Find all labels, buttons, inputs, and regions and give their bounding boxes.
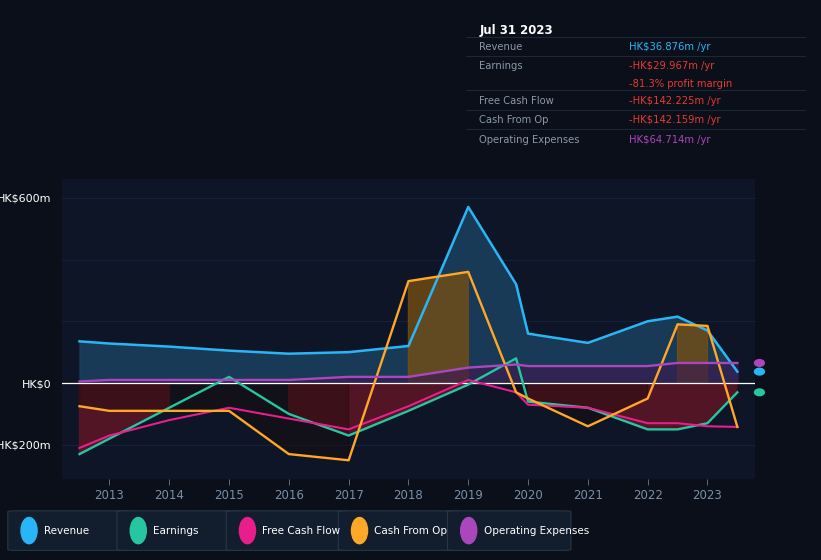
Ellipse shape	[461, 517, 477, 544]
Text: -HK$142.159m /yr: -HK$142.159m /yr	[629, 115, 721, 125]
Text: Earnings: Earnings	[154, 526, 199, 535]
Text: Cash From Op: Cash From Op	[374, 526, 447, 535]
Text: -HK$29.967m /yr: -HK$29.967m /yr	[629, 62, 714, 72]
Text: Earnings: Earnings	[479, 62, 523, 72]
Ellipse shape	[351, 517, 368, 544]
FancyBboxPatch shape	[117, 511, 241, 550]
Text: Operating Expenses: Operating Expenses	[484, 526, 589, 535]
Text: HK$64.714m /yr: HK$64.714m /yr	[629, 134, 710, 144]
FancyBboxPatch shape	[447, 511, 571, 550]
Text: -HK$142.225m /yr: -HK$142.225m /yr	[629, 96, 721, 106]
Ellipse shape	[131, 517, 146, 544]
FancyBboxPatch shape	[8, 511, 131, 550]
Text: HK$36.876m /yr: HK$36.876m /yr	[629, 42, 710, 52]
FancyBboxPatch shape	[226, 511, 350, 550]
Ellipse shape	[21, 517, 37, 544]
Ellipse shape	[240, 517, 255, 544]
Text: Jul 31 2023: Jul 31 2023	[479, 24, 553, 37]
FancyBboxPatch shape	[338, 511, 461, 550]
Text: Operating Expenses: Operating Expenses	[479, 134, 580, 144]
Text: Revenue: Revenue	[44, 526, 89, 535]
Text: Cash From Op: Cash From Op	[479, 115, 548, 125]
Text: Revenue: Revenue	[479, 42, 522, 52]
Text: -81.3% profit margin: -81.3% profit margin	[629, 80, 732, 90]
Text: Free Cash Flow: Free Cash Flow	[479, 96, 554, 106]
Text: Free Cash Flow: Free Cash Flow	[263, 526, 341, 535]
